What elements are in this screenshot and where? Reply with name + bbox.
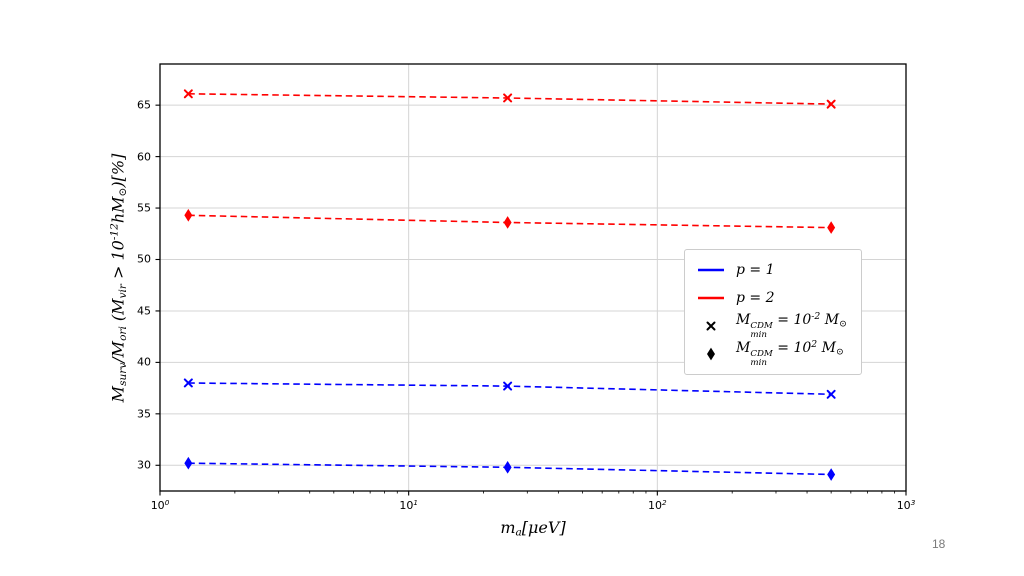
- x-tick-label: 103: [896, 498, 916, 512]
- y-tick-label: 60: [137, 150, 151, 164]
- page-number: 18: [932, 537, 946, 551]
- legend-swatch-svg: [707, 347, 715, 361]
- legend-label: p = 1: [736, 262, 775, 278]
- marker-x-icon: [183, 378, 193, 388]
- y-tick-label: 30: [137, 458, 151, 472]
- legend-line-swatch: [695, 262, 727, 278]
- y-tick-label: 40: [137, 355, 151, 369]
- marker-diamond-icon: [827, 468, 836, 481]
- legend-swatch-svg: [706, 321, 716, 331]
- legend-diamond-marker-icon: [695, 346, 727, 362]
- x-tick-label: 101: [399, 498, 418, 512]
- legend-x-marker-icon: [695, 318, 727, 334]
- marker-diamond-icon: [503, 460, 512, 474]
- legend: p = 1 p = 2 M CDM min = 10-2 M⊙ M CDM min = 102…: [684, 249, 862, 375]
- marker-x-icon: [503, 381, 513, 391]
- legend-label: M CDM min = 10-2 M⊙: [736, 310, 847, 341]
- legend-entry: M CDM min = 10-2 M⊙: [695, 312, 847, 340]
- script-stack: CDM min: [750, 349, 773, 369]
- x-tick-label: 100: [150, 498, 170, 512]
- legend-entry: p = 2: [695, 287, 847, 309]
- marker-x-icon: [183, 89, 193, 99]
- legend-swatch-svg: [698, 296, 724, 300]
- plot-border: [159, 63, 907, 492]
- legend-line-swatch: [695, 290, 727, 306]
- marker-diamond-icon: [184, 456, 193, 470]
- script-stack: CDM min: [750, 321, 773, 341]
- legend-entry: M CDM min = 102 M⊙: [695, 340, 847, 368]
- marker-diamond-icon: [184, 208, 193, 222]
- legend-label: p = 2: [736, 290, 775, 306]
- legend-swatch-svg: [698, 268, 724, 272]
- marker-x-icon: [503, 93, 513, 103]
- marker-x-icon: [826, 99, 836, 109]
- marker-x-icon: [706, 321, 716, 331]
- legend-entry: p = 1: [695, 259, 847, 281]
- marker-diamond-icon: [707, 347, 715, 361]
- y-tick-label: 35: [137, 407, 151, 421]
- y-axis-label: Msurv/Mori (Mvir > 10-12hM⊙)[%]: [108, 153, 130, 402]
- y-tick-label: 50: [137, 252, 151, 266]
- marker-diamond-icon: [827, 221, 836, 234]
- marker-diamond-icon: [503, 216, 512, 229]
- y-tick-label: 55: [137, 201, 151, 215]
- legend-label: M CDM min = 102 M⊙: [736, 338, 844, 369]
- y-tick-label: 45: [137, 304, 151, 318]
- x-tick-label: 102: [648, 498, 667, 512]
- y-tick-label: 65: [137, 98, 151, 112]
- x-axis-label: ma[μeV]: [500, 518, 566, 539]
- marker-x-icon: [826, 389, 836, 399]
